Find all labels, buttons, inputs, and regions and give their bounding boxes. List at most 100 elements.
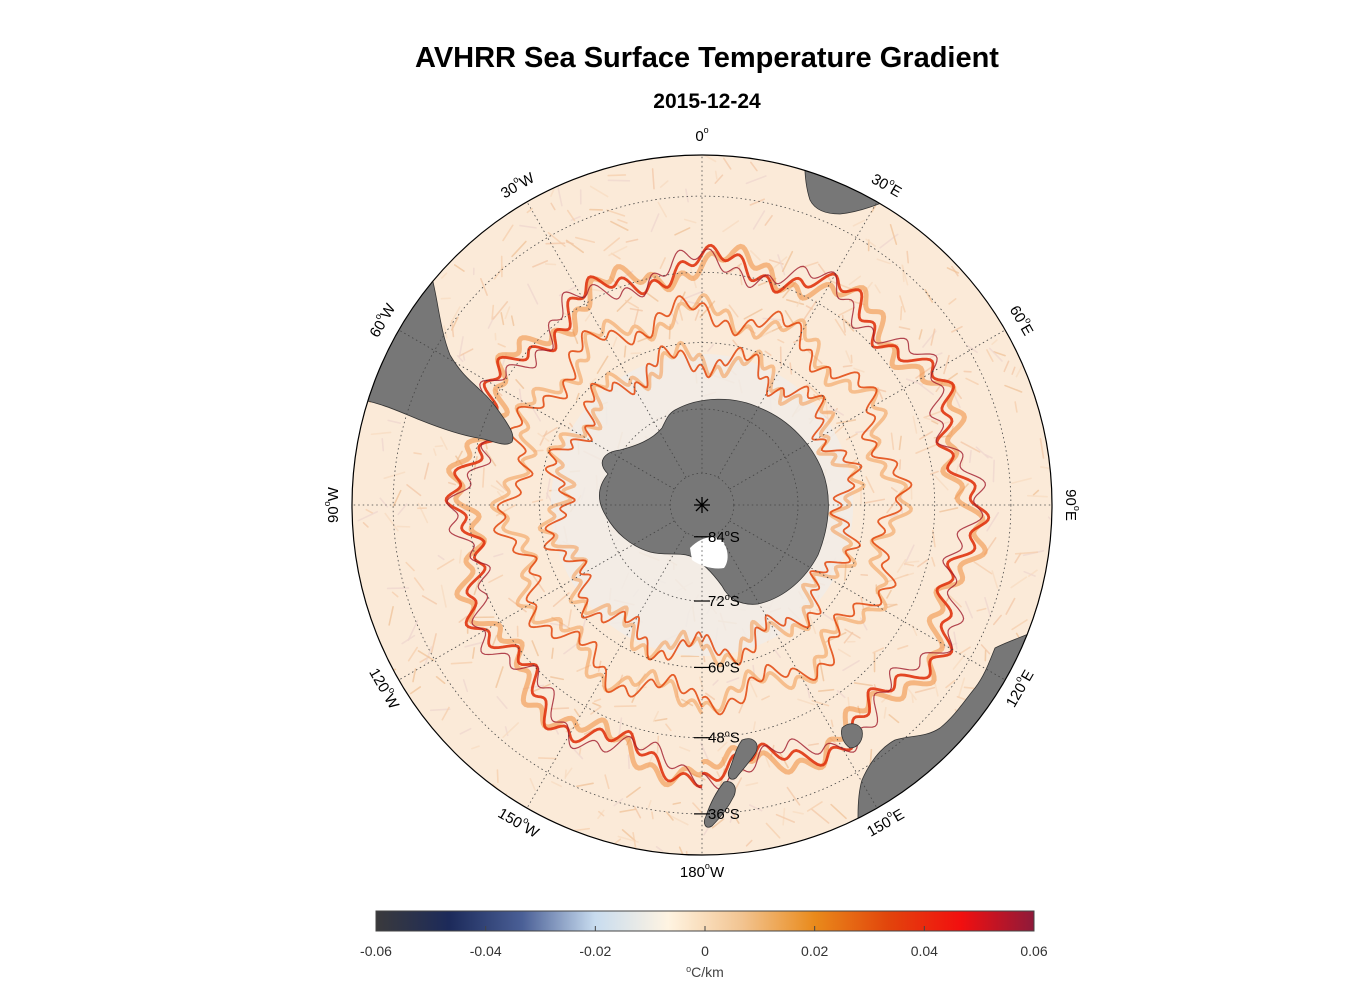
texture-streak [596,355,609,374]
texture-streak [896,558,907,573]
texture-streak [550,188,555,197]
texture-streak [889,224,898,245]
texture-streak [889,513,899,519]
texture-streak [566,209,576,222]
texture-streak [836,419,857,425]
texture-streak [848,275,862,286]
texture-streak [436,558,455,570]
texture-streak [440,436,448,451]
texture-streak [650,213,660,233]
texture-streak [362,522,369,528]
map-frame [351,154,1053,856]
texture-streak [986,349,994,362]
texture-streak [437,554,445,561]
texture-streak [417,502,429,524]
texture-streak [679,746,691,752]
texture-streak [853,367,865,373]
texture-streak [722,220,740,233]
texture-streak [423,462,430,480]
texture-streak [608,245,628,257]
texture-streak [817,263,832,282]
texture-streak [504,306,511,320]
texture-streak [625,238,639,243]
chart-subtitle: 2015-12-24 [653,90,761,113]
texture-streak [603,237,620,252]
texture-streak [607,174,627,177]
texture-streak [610,220,629,231]
texture-streak [651,168,655,190]
texture-streak [1028,569,1038,577]
texture-streak [829,406,844,416]
texture-streak [907,688,917,701]
texture-streak [803,300,817,320]
colorbar-tick-label-0: -0.06 [360,943,392,959]
texture-streak [830,280,852,290]
texture-streak [1023,570,1036,577]
texture-streak [1003,360,1010,373]
texture-streak [482,467,485,488]
texture-streak [407,619,419,641]
texture-streak [748,804,763,812]
texture-streak [590,706,602,715]
texture-streak [606,209,626,217]
land-tasmania [841,723,863,749]
texture-streak [897,645,909,650]
texture-streak [386,587,410,590]
texture-streak [634,806,642,819]
texture-streak [680,299,699,305]
texture-streak [834,318,847,336]
texture-streak [951,325,963,333]
texture-streak [430,633,437,653]
texture-streak [911,625,918,636]
texture-streak [1010,576,1028,589]
texture-streak [502,224,514,242]
texture-streak [455,450,463,464]
colorbar-tick-label-5: 0.04 [911,943,938,959]
texture-streak [901,265,905,283]
texture-streak [890,432,895,450]
texture-streak [629,307,643,312]
texture-streak [619,808,637,813]
latitude-label-2: 60oS [708,658,740,676]
texture-streak [980,644,991,655]
texture-streak [886,573,909,583]
texture-streak [511,240,527,258]
texture-streak [924,289,934,303]
texture-streak [784,309,794,324]
texture-streak [496,696,508,710]
texture-streak [680,291,686,303]
texture-streak [968,449,972,464]
texture-streak [964,600,974,619]
longitude-labels: 0o30oE60oE90oE120oE150oE180oW150oW120oW9… [322,125,1081,881]
texture-streak [583,728,596,735]
texture-streak [684,218,697,224]
texture-streak [647,799,652,809]
texture-streak [988,347,1003,362]
texture-streak [388,606,394,626]
texture-streak [976,607,987,612]
texture-streak [745,782,759,787]
longitude-label-0: 0o [695,125,708,145]
texture-streak [906,250,910,264]
texture-streak [552,592,570,607]
texture-streak [412,668,417,683]
texture-streak [904,563,915,567]
texture-streak [993,351,1006,357]
texture-streak [365,508,374,514]
longitude-label-1: 30oE [868,168,905,201]
texture-streak [984,454,993,459]
texture-streak [1011,477,1032,485]
texture-streak [888,714,900,724]
texture-streak [752,210,766,230]
longitude-label-11: 30oW [497,167,539,202]
texture-streak [613,798,624,807]
texture-streak [443,325,448,339]
texture-streak [1039,437,1045,459]
texture-streak [792,810,804,815]
texture-streak [550,622,568,628]
texture-streak [421,595,438,605]
texture-streak [947,594,962,608]
texture-streak [761,695,770,701]
texture-streak [440,584,447,608]
